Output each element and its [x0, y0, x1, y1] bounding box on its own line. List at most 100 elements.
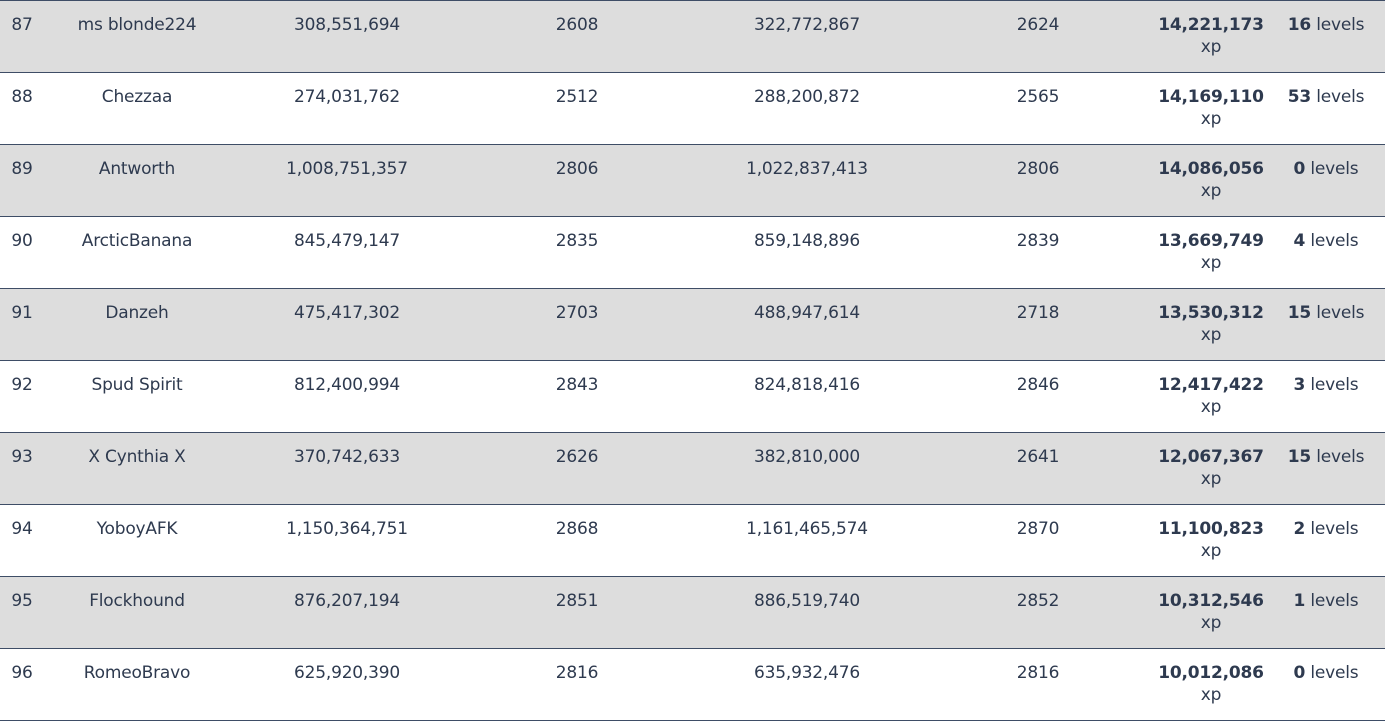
- xp-end-cell: 488,947,614: [754, 303, 860, 323]
- levels-unit: levels: [1310, 519, 1359, 539]
- player-name-link[interactable]: ArcticBanana: [81, 231, 193, 251]
- level-end-cell: 2718: [1016, 303, 1060, 323]
- xp-gained-cell: 10,312,546 xp: [1158, 590, 1264, 634]
- player-name-link[interactable]: Flockhound: [89, 591, 185, 611]
- player-name-link[interactable]: Spud Spirit: [91, 375, 183, 395]
- levels-unit: levels: [1310, 159, 1359, 179]
- player-name-link[interactable]: Antworth: [98, 159, 176, 179]
- xp-start-cell: 1,150,364,751: [286, 519, 408, 539]
- rank-cell: 95: [11, 591, 33, 611]
- level-end-cell: 2839: [1016, 231, 1060, 251]
- rank-cell: 88: [11, 87, 33, 107]
- table-row: 93 X Cynthia X 370,742,633 2626 382,810,…: [0, 432, 1385, 504]
- player-name-link[interactable]: Chezzaa: [101, 87, 173, 107]
- table-row: 89 Antworth 1,008,751,357 2806 1,022,837…: [0, 144, 1385, 216]
- rank-cell: 87: [11, 15, 33, 35]
- levels-gained-cell: 16 levels: [1288, 14, 1365, 36]
- levels-gained-cell: 4 levels: [1294, 230, 1359, 252]
- level-start-cell: 2843: [555, 375, 599, 395]
- level-start-cell: 2868: [555, 519, 599, 539]
- xp-gained-value: 10,012,086: [1158, 663, 1264, 683]
- level-end-cell: 2565: [1016, 87, 1060, 107]
- rank-cell: 90: [11, 231, 33, 251]
- level-end-cell: 2846: [1016, 375, 1060, 395]
- levels-gained-value: 4: [1293, 231, 1306, 251]
- xp-gained-value: 12,067,367: [1158, 447, 1264, 467]
- xp-start-cell: 308,551,694: [294, 15, 400, 35]
- levels-gained-value: 15: [1287, 303, 1311, 323]
- levels-gained-cell: 0 levels: [1294, 662, 1359, 684]
- levels-gained-value: 16: [1287, 15, 1311, 35]
- table-row: 95 Flockhound 876,207,194 2851 886,519,7…: [0, 576, 1385, 648]
- xp-end-cell: 635,932,476: [754, 663, 860, 683]
- player-name-link[interactable]: YoboyAFK: [96, 519, 178, 539]
- rank-cell: 91: [11, 303, 33, 323]
- xp-end-cell: 824,818,416: [754, 375, 860, 395]
- table-row: 92 Spud Spirit 812,400,994 2843 824,818,…: [0, 360, 1385, 432]
- table-row: 88 Chezzaa 274,031,762 2512 288,200,872 …: [0, 72, 1385, 144]
- levels-unit: levels: [1310, 591, 1359, 611]
- level-start-cell: 2851: [555, 591, 599, 611]
- xp-unit: xp: [1200, 469, 1222, 489]
- levels-gained-value: 0: [1293, 159, 1306, 179]
- levels-gained-cell: 15 levels: [1288, 446, 1365, 468]
- levels-gained-cell: 15 levels: [1288, 302, 1365, 324]
- xp-gained-value: 14,086,056: [1158, 159, 1264, 179]
- xp-end-cell: 322,772,867: [754, 15, 860, 35]
- levels-gained-value: 1: [1293, 591, 1306, 611]
- xp-end-cell: 1,161,465,574: [746, 519, 868, 539]
- xp-start-cell: 475,417,302: [294, 303, 400, 323]
- level-start-cell: 2816: [555, 663, 599, 683]
- xp-gained-value: 14,221,173: [1158, 15, 1264, 35]
- rank-cell: 94: [11, 519, 33, 539]
- level-end-cell: 2852: [1016, 591, 1060, 611]
- xp-start-cell: 1,008,751,357: [286, 159, 408, 179]
- levels-gained-cell: 1 levels: [1294, 590, 1359, 612]
- rank-cell: 96: [11, 663, 33, 683]
- levels-gained-cell: 53 levels: [1288, 86, 1365, 108]
- xp-gained-cell: 14,169,110 xp: [1158, 86, 1264, 130]
- table-row: 87 ms blonde224 308,551,694 2608 322,772…: [0, 0, 1385, 72]
- level-end-cell: 2806: [1016, 159, 1060, 179]
- table-row: 90 ArcticBanana 845,479,147 2835 859,148…: [0, 216, 1385, 288]
- xp-start-cell: 625,920,390: [294, 663, 400, 683]
- xp-unit: xp: [1200, 397, 1222, 417]
- level-end-cell: 2870: [1016, 519, 1060, 539]
- xp-gained-cell: 13,530,312 xp: [1158, 302, 1264, 346]
- xp-unit: xp: [1200, 253, 1222, 273]
- level-start-cell: 2608: [555, 15, 599, 35]
- levels-unit: levels: [1316, 15, 1365, 35]
- levels-gained-value: 53: [1287, 87, 1311, 107]
- table-row: 94 YoboyAFK 1,150,364,751 2868 1,161,465…: [0, 504, 1385, 576]
- xp-unit: xp: [1200, 181, 1222, 201]
- xp-gained-cell: 10,012,086 xp: [1158, 662, 1264, 706]
- xp-end-cell: 288,200,872: [754, 87, 860, 107]
- levels-unit: levels: [1316, 303, 1365, 323]
- xp-gained-value: 13,669,749: [1158, 231, 1264, 251]
- xp-start-cell: 876,207,194: [294, 591, 400, 611]
- xp-unit: xp: [1200, 37, 1222, 57]
- xp-end-cell: 382,810,000: [754, 447, 860, 467]
- xp-unit: xp: [1200, 685, 1222, 705]
- xp-gained-value: 10,312,546: [1158, 591, 1264, 611]
- rank-cell: 89: [11, 159, 33, 179]
- rank-cell: 93: [11, 447, 33, 467]
- levels-gained-value: 0: [1293, 663, 1306, 683]
- player-name-link[interactable]: X Cynthia X: [88, 447, 186, 467]
- level-start-cell: 2806: [555, 159, 599, 179]
- xp-gained-cell: 11,100,823 xp: [1158, 518, 1264, 562]
- levels-unit: levels: [1316, 447, 1365, 467]
- xp-gained-cell: 13,669,749 xp: [1158, 230, 1264, 274]
- xp-gained-cell: 14,221,173 xp: [1158, 14, 1264, 58]
- player-name-link[interactable]: ms blonde224: [77, 15, 197, 35]
- levels-unit: levels: [1310, 231, 1359, 251]
- player-name-link[interactable]: Danzeh: [105, 303, 169, 323]
- level-start-cell: 2703: [555, 303, 599, 323]
- player-name-link[interactable]: RomeoBravo: [83, 663, 191, 683]
- xp-unit: xp: [1200, 541, 1222, 561]
- level-start-cell: 2626: [555, 447, 599, 467]
- xp-unit: xp: [1200, 613, 1222, 633]
- table-row: 91 Danzeh 475,417,302 2703 488,947,614 2…: [0, 288, 1385, 360]
- xp-end-cell: 1,022,837,413: [746, 159, 868, 179]
